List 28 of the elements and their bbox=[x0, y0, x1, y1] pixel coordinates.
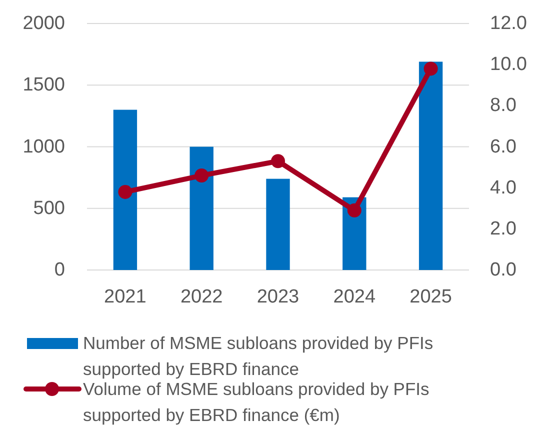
y2-tick-label: 2.0 bbox=[490, 218, 516, 240]
y-tick-label: 1000 bbox=[22, 136, 65, 158]
y-tick-label: 0 bbox=[54, 260, 65, 280]
y2-tick-label: 0.0 bbox=[490, 260, 516, 280]
y2-tick-label: 10.0 bbox=[490, 54, 527, 76]
x-tick-label: 2025 bbox=[410, 286, 452, 308]
point bbox=[118, 184, 132, 199]
y2-tick-label: 8.0 bbox=[490, 95, 516, 116]
y2-tick-label: 4.0 bbox=[490, 177, 516, 198]
y2-tick-label: 6.0 bbox=[490, 136, 516, 158]
x-tick-label: 2022 bbox=[180, 286, 223, 308]
y-tick-label: 500 bbox=[33, 198, 65, 219]
x-tick-label: 2024 bbox=[333, 286, 376, 308]
bar bbox=[418, 62, 443, 270]
x-tick-label: 2021 bbox=[104, 286, 146, 308]
point bbox=[194, 168, 209, 183]
legend-label: Number of MSME subloans provided by PFIs supported by EBRD finance bbox=[83, 333, 434, 379]
point bbox=[347, 203, 362, 218]
legend-label: Volume of MSME subloans provided by PFIs supported by EBRD finance (€m) bbox=[83, 379, 430, 425]
bar bbox=[113, 110, 138, 270]
y-tick-label: 2000 bbox=[22, 13, 65, 34]
point bbox=[271, 154, 285, 168]
y-tick-label: 1500 bbox=[22, 74, 65, 96]
bar bbox=[266, 178, 290, 270]
x-tick-label: 2023 bbox=[256, 286, 300, 308]
y2-tick-label: 12.0 bbox=[490, 13, 527, 34]
bar bbox=[190, 146, 214, 270]
point bbox=[424, 62, 438, 76]
